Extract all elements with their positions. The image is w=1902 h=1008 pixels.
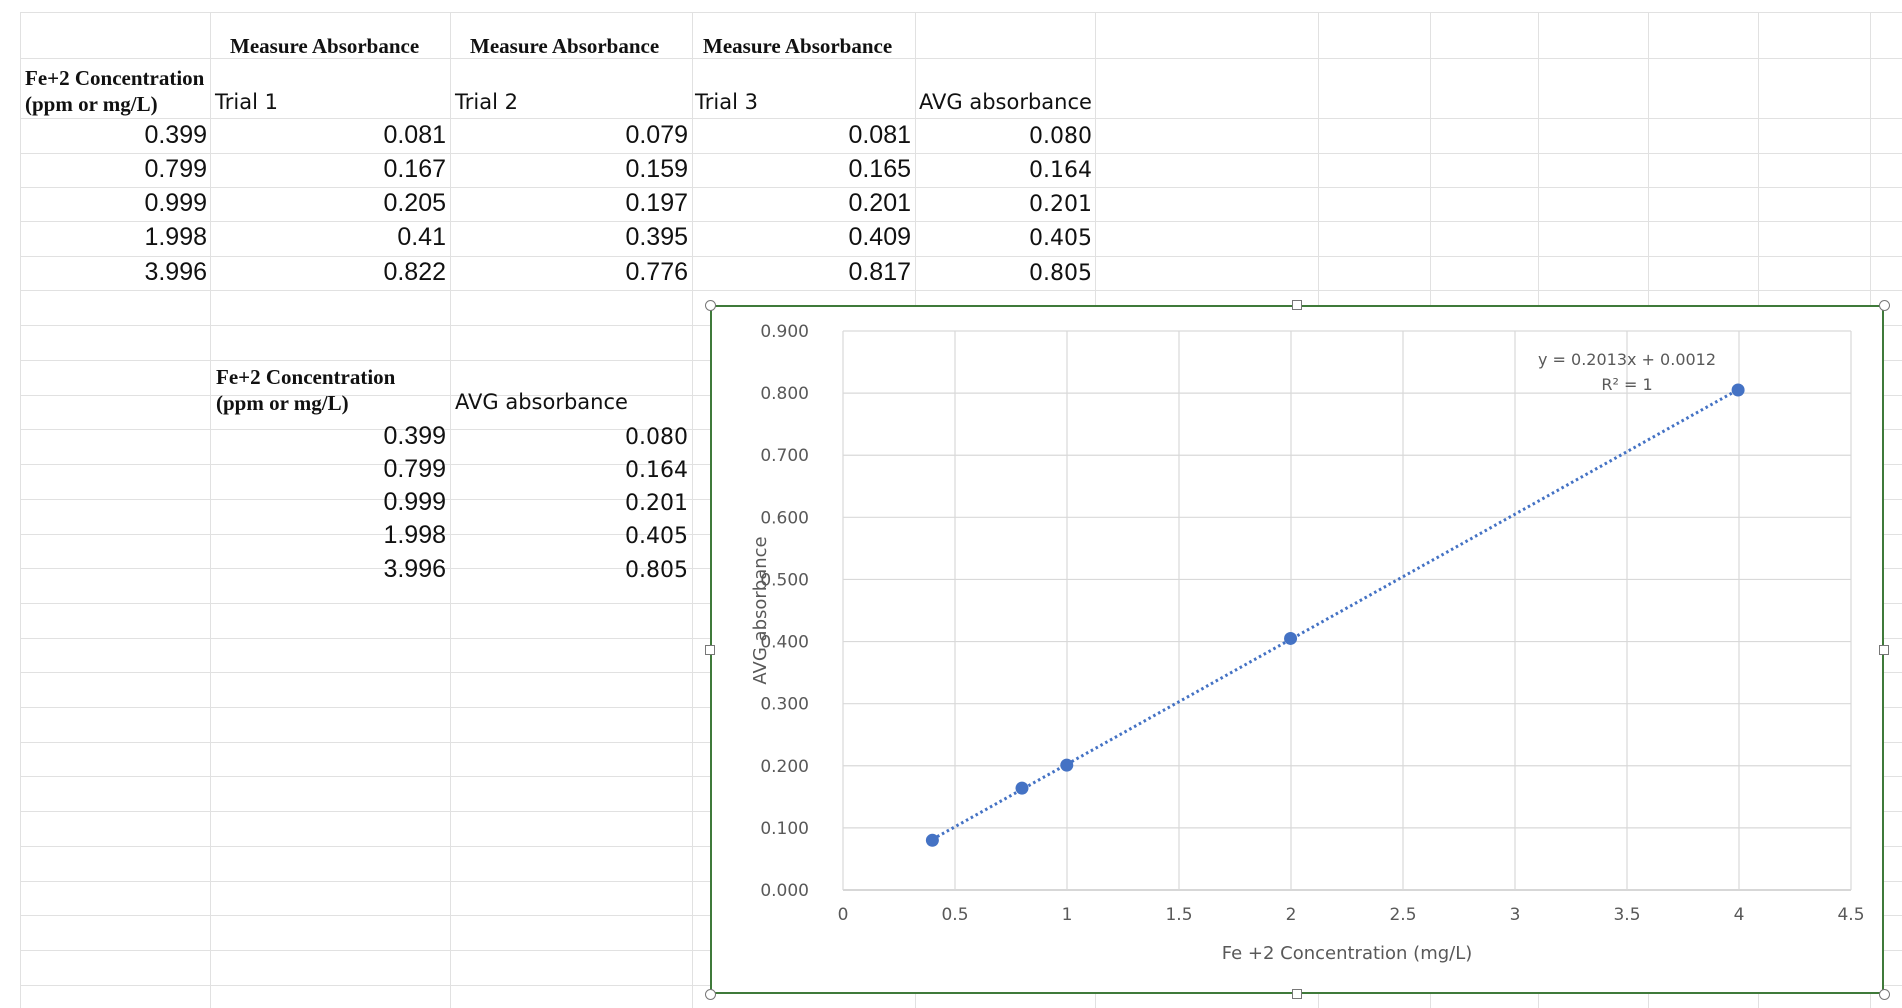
x-tick-label: 3.5	[1613, 905, 1640, 925]
conc-header-line2: (ppm or mg/L)	[25, 92, 158, 116]
table2-conc-header-line2: (ppm or mg/L)	[216, 391, 349, 415]
data-point	[925, 833, 939, 847]
trial-absorbance-cell: 0.822	[383, 258, 446, 286]
concentration-cell: 1.998	[144, 223, 207, 251]
avg-absorbance-header: AVG absorbance	[919, 90, 1092, 114]
y-tick-label: 0.300	[760, 695, 809, 715]
sheet-column-gridline	[450, 12, 451, 1008]
sheet-row-gridline	[20, 12, 1902, 13]
trial-1-header: Trial 1	[215, 90, 278, 114]
avg-absorbance-cell: 0.201	[1029, 192, 1092, 217]
x-tick-label: 1	[1062, 905, 1073, 925]
y-tick-label: 0.100	[760, 819, 809, 839]
trial-absorbance-cell: 0.395	[625, 223, 688, 251]
y-tick-label: 0.500	[760, 570, 809, 590]
y-tick-label: 0.900	[760, 322, 809, 342]
edge-resize-handle[interactable]	[705, 644, 715, 655]
table2-avg-absorbance-cell: 0.805	[625, 558, 688, 583]
table2-concentration-cell: 0.399	[383, 422, 446, 450]
trial-absorbance-cell: 0.41	[397, 223, 446, 251]
trial-absorbance-cell: 0.409	[848, 223, 911, 251]
trial-absorbance-cell: 0.081	[848, 121, 911, 149]
corner-resize-handle[interactable]	[704, 988, 716, 1000]
trial-absorbance-cell: 0.159	[625, 155, 688, 183]
x-tick-label: 0.5	[941, 905, 968, 925]
y-tick-label: 0.700	[760, 446, 809, 466]
sheet-row-gridline	[20, 187, 1902, 188]
avg-absorbance-cell: 0.080	[1029, 124, 1092, 149]
table2-concentration-cell: 0.799	[383, 455, 446, 483]
y-tick-label: 0.800	[760, 384, 809, 404]
concentration-cell: 3.996	[144, 258, 207, 286]
measure-absorbance-header-3: Measure Absorbance	[703, 34, 893, 58]
trial-3-header: Trial 3	[695, 90, 758, 114]
x-tick-label: 4.5	[1837, 905, 1864, 925]
sheet-column-gridline	[210, 12, 211, 1008]
table2-avg-absorbance-cell: 0.080	[625, 425, 688, 450]
y-tick-label: 0.400	[760, 633, 809, 653]
table2-conc-header-line1: Fe+2 Concentration	[216, 365, 396, 389]
y-axis-title: AVG absorbance	[750, 536, 771, 684]
trendline-r-squared: R² = 1	[1601, 375, 1652, 394]
conc-header-line1: Fe+2 Concentration	[25, 66, 205, 90]
concentration-cell: 0.399	[144, 121, 207, 149]
corner-resize-handle[interactable]	[1878, 988, 1890, 1000]
table2-concentration-cell: 1.998	[383, 521, 446, 549]
sheet-row-gridline	[20, 256, 1902, 257]
table2-avg-absorbance-cell: 0.405	[625, 524, 688, 549]
x-tick-label: 1.5	[1165, 905, 1192, 925]
avg-absorbance-cell: 0.805	[1029, 261, 1092, 286]
data-point	[1731, 383, 1745, 397]
sheet-column-gridline	[692, 12, 693, 1008]
table2-avg-absorbance-header: AVG absorbance	[455, 390, 628, 414]
avg-absorbance-cell: 0.164	[1029, 158, 1092, 183]
trial-absorbance-cell: 0.167	[383, 155, 446, 183]
edge-resize-handle[interactable]	[1879, 644, 1889, 655]
data-point	[1015, 781, 1029, 795]
sheet-row-gridline	[20, 221, 1902, 222]
sheet-row-gridline	[20, 58, 1902, 59]
table2-avg-absorbance-cell: 0.201	[625, 491, 688, 516]
x-tick-label: 4	[1734, 905, 1745, 925]
trial-absorbance-cell: 0.776	[625, 258, 688, 286]
linear-trendline	[931, 388, 1739, 841]
concentration-cell: 0.799	[144, 155, 207, 183]
x-tick-label: 3	[1510, 905, 1521, 925]
corner-resize-handle[interactable]	[1878, 299, 1890, 311]
concentration-cell: 0.999	[144, 189, 207, 217]
trial-absorbance-cell: 0.817	[848, 258, 911, 286]
edge-resize-handle[interactable]	[1292, 300, 1302, 310]
table2-avg-absorbance-cell: 0.164	[625, 458, 688, 483]
x-tick-label: 2.5	[1389, 905, 1416, 925]
edge-resize-handle[interactable]	[1292, 989, 1302, 999]
trendline-equation: y = 0.2013x + 0.0012	[1538, 350, 1716, 369]
trial-2-header: Trial 2	[455, 90, 518, 114]
chart-container[interactable]: 0.000 0.100 0.200 0.300 0.400 0.500 0.600 0.700…	[710, 305, 1884, 994]
avg-absorbance-cell: 0.405	[1029, 226, 1092, 251]
measure-absorbance-header-1: Measure Absorbance	[230, 34, 420, 58]
y-tick-label: 0.200	[760, 757, 809, 777]
sheet-row-gridline	[20, 118, 1902, 119]
trial-absorbance-cell: 0.205	[383, 189, 446, 217]
x-axis-title: Fe +2 Concentration (mg/L)	[1222, 943, 1473, 964]
scatter-chart: 0.000 0.100 0.200 0.300 0.400 0.500 0.600 0.700…	[750, 322, 1865, 964]
x-tick-label: 0	[838, 905, 849, 925]
trial-absorbance-cell: 0.197	[625, 189, 688, 217]
corner-resize-handle[interactable]	[704, 299, 716, 311]
trial-absorbance-cell: 0.081	[383, 121, 446, 149]
measure-absorbance-header-2: Measure Absorbance	[470, 34, 660, 58]
data-point	[1060, 758, 1074, 772]
sheet-column-gridline	[20, 12, 21, 1008]
x-tick-label: 2	[1286, 905, 1297, 925]
sheet-row-gridline	[20, 153, 1902, 154]
trial-absorbance-cell: 0.079	[625, 121, 688, 149]
trial-absorbance-cell: 0.201	[848, 189, 911, 217]
sheet-row-gridline	[20, 290, 1902, 291]
y-tick-label: 0.000	[760, 881, 809, 901]
y-tick-label: 0.600	[760, 508, 809, 528]
table2-concentration-cell: 0.999	[383, 488, 446, 516]
table2-concentration-cell: 3.996	[383, 555, 446, 583]
data-point	[1284, 631, 1298, 645]
trial-absorbance-cell: 0.165	[848, 155, 911, 183]
